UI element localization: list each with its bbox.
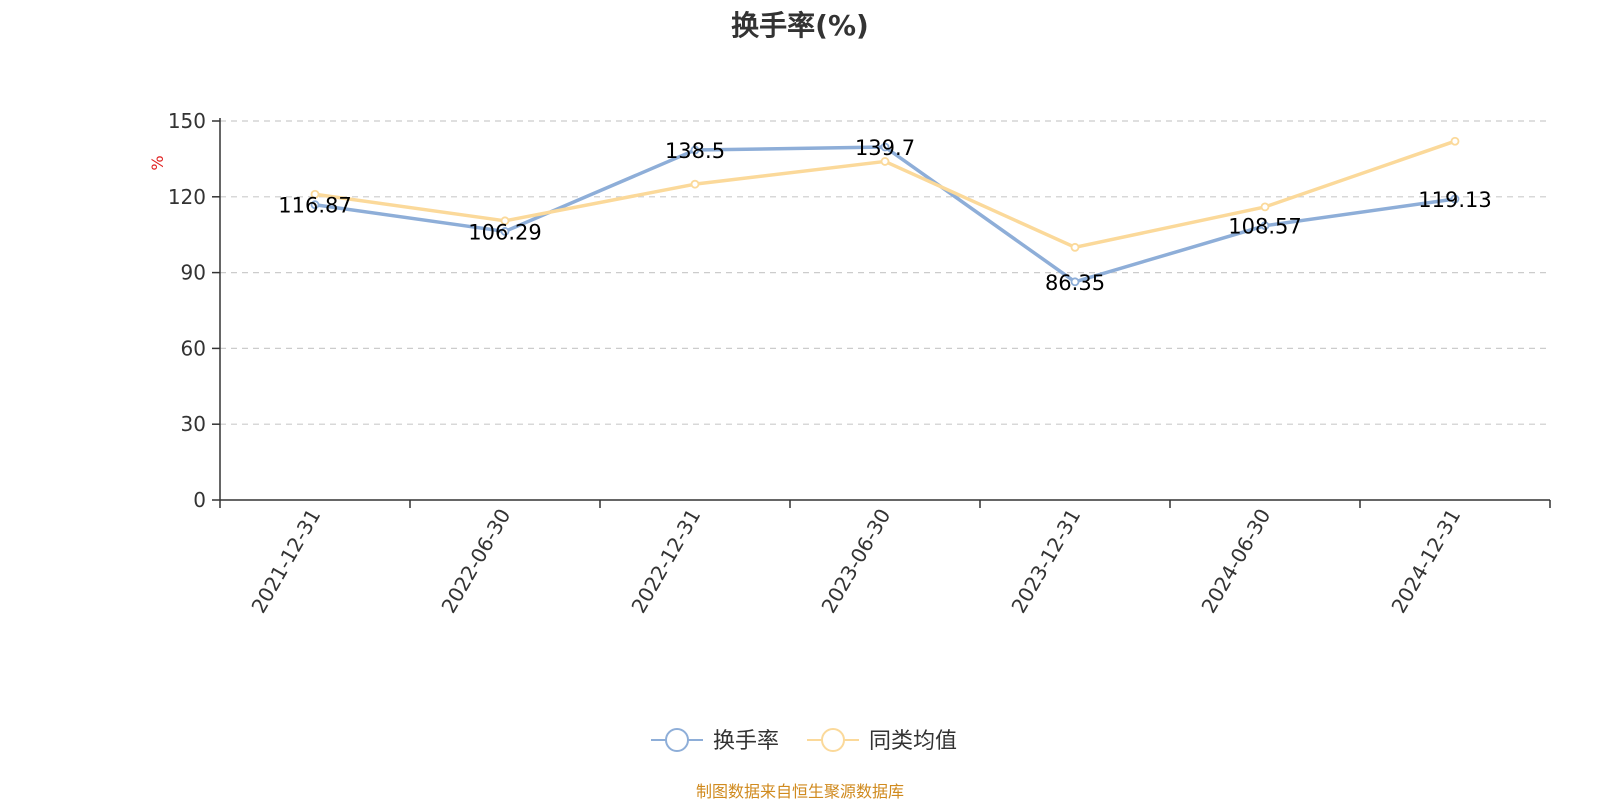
series-0-point-1 [500,227,510,236]
series-1-point-3 [880,157,890,166]
y-axis-title: % [148,155,167,170]
data-label-3: 139.7 [855,136,915,160]
data-label-0: 116.87 [278,194,351,218]
series-1-point-6 [1450,136,1460,146]
grid-lines [220,120,1550,425]
y-tick-label-30: 30 [181,412,206,436]
x-tick-label-5: 2024-06-30 [1196,505,1275,618]
x-tick-label-1: 2022-06-30 [436,505,515,618]
data-label-4: 86.35 [1045,271,1105,295]
data-label-1: 106.29 [468,220,541,244]
legend-label-0[interactable]: 换手率 [713,729,779,754]
series-1-point-4 [1070,242,1080,252]
legend[interactable]: 换手率 同类均值 [651,728,957,754]
legend-label-1[interactable]: 同类均值 [869,729,957,754]
series-0-point-3 [880,142,890,152]
x-tick-label-6: 2024-12-31 [1386,505,1465,618]
series-0-point-6 [1450,194,1460,204]
series-0-point-2 [690,145,700,155]
x-tick-label-2: 2022-12-31 [626,505,705,618]
data-labels: 116.87 106.29 138.5 139.7 86.35 108.57 119.13 [278,136,1491,295]
y-tick-label-60: 60 [181,336,206,360]
series-0-point-5 [1260,221,1270,231]
y-tick-label-0: 0 [193,488,206,512]
chart-title: 换手率(%) [731,9,869,42]
data-label-5: 108.57 [1228,215,1301,239]
y-tick-label-120: 120 [168,185,206,209]
series-1-point-2 [690,179,700,189]
series-lines [310,136,1460,287]
y-tick-label-90: 90 [181,261,206,285]
series-1-point-1 [500,216,510,226]
x-tick-label-0: 2021-12-31 [246,505,325,618]
x-tick-label-3: 2023-06-30 [816,505,895,618]
y-tick-label-150: 150 [168,109,206,133]
axes: 0 30 60 90 120 150% 2021-12-31 2022-06-30 2022-1… [148,109,1551,618]
series-1-point-5 [1260,202,1270,212]
legend-marker-0 [665,728,689,752]
series-1-point-0 [310,189,320,199]
x-tick-label-4: 2023-12-31 [1006,505,1085,618]
data-label-6: 119.13 [1418,188,1491,212]
source-note: 制图数据来自恒生聚源数据库 [695,782,904,801]
series-0-point-4 [1070,277,1080,287]
data-label-2: 138.5 [665,139,725,163]
series-0-point-0 [310,200,320,210]
legend-marker-1 [821,728,845,752]
